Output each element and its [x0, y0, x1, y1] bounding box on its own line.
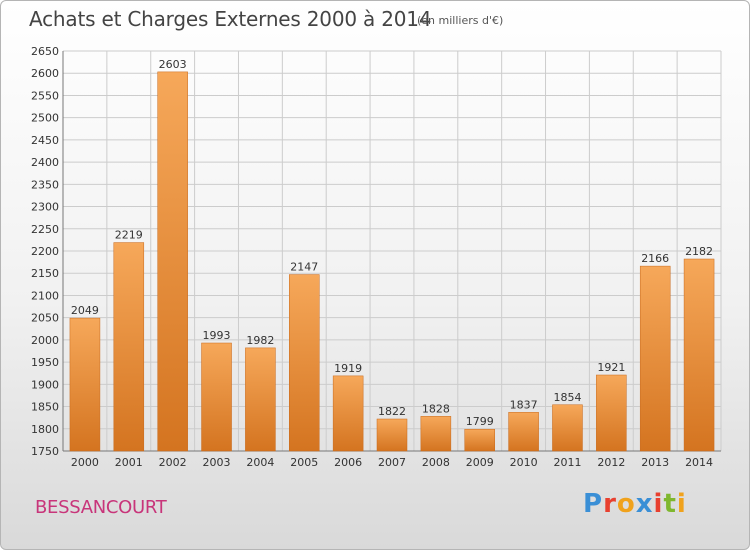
y-tick-label: 2300 [31, 201, 59, 214]
y-tick-label: 2150 [31, 267, 59, 280]
x-tick-label: 2005 [290, 456, 318, 469]
x-tick-label: 2013 [641, 456, 669, 469]
data-label: 2147 [290, 261, 318, 274]
y-tick-label: 2500 [31, 112, 59, 125]
proxiti-logo[interactable]: Proxiti [583, 489, 687, 519]
y-tick-label: 2250 [31, 223, 59, 236]
bar-2013 [639, 265, 671, 452]
bars [69, 71, 715, 452]
bar-2001 [113, 242, 145, 452]
x-tick-label: 2008 [422, 456, 450, 469]
bar-2007 [376, 418, 408, 452]
y-tick-label: 2050 [31, 312, 59, 325]
y-tick-label: 1950 [31, 356, 59, 369]
x-tick-label: 2006 [334, 456, 362, 469]
y-tick-label: 2000 [31, 334, 59, 347]
chart-subtitle: (en milliers d'€) [417, 14, 504, 27]
data-label: 1828 [422, 402, 450, 415]
logo-letter: r [603, 489, 617, 519]
bar-2008 [420, 416, 452, 452]
data-label: 2049 [71, 304, 99, 317]
logo-letter: x [635, 489, 654, 519]
data-label: 2219 [115, 229, 143, 242]
bar-2000 [69, 317, 101, 452]
data-label: 1854 [553, 391, 581, 404]
data-label: 1822 [378, 405, 406, 418]
y-tick-labels: 1750 1800 1850 1900 1950 2000 2050 2100 2150 2200… [31, 45, 59, 458]
bar-2004 [245, 347, 276, 452]
y-tick-label: 2100 [31, 289, 59, 302]
data-label: 1993 [203, 329, 231, 342]
chart-title: Achats et Charges Externes 2000 à 2014 [29, 7, 432, 31]
data-label: 1982 [246, 334, 274, 347]
data-label: 2182 [685, 245, 713, 258]
y-tick-label: 1750 [31, 445, 59, 458]
x-tick-label: 2007 [378, 456, 406, 469]
y-tick-label: 2650 [31, 45, 59, 58]
x-tick-label: 2012 [597, 456, 625, 469]
bar-2010 [508, 412, 539, 452]
x-tick-label: 2014 [685, 456, 713, 469]
logo-letter: o [616, 489, 636, 519]
logo-letter: i [653, 489, 664, 519]
y-tick-label: 1900 [31, 378, 59, 391]
y-tick-label: 2400 [31, 156, 59, 169]
x-tick-label: 2001 [115, 456, 143, 469]
bar-2005 [289, 274, 320, 452]
y-tick-label: 2350 [31, 178, 59, 191]
data-label: 2166 [641, 252, 669, 265]
x-tick-label: 2000 [71, 456, 99, 469]
y-tick-label: 2550 [31, 89, 59, 102]
data-label: 1799 [466, 415, 494, 428]
data-label: 1921 [597, 361, 625, 374]
x-tick-label: 2004 [246, 456, 274, 469]
x-tick-labels: 2000 2001 2002 2003 2004 2005 2006 2007 2008 2009… [71, 456, 713, 469]
x-tick-label: 2009 [466, 456, 494, 469]
data-label: 1837 [510, 398, 538, 411]
logo-letter: i [676, 489, 687, 519]
y-tick-label: 1800 [31, 423, 59, 436]
bar-2003 [201, 342, 232, 452]
y-tick-label: 1850 [31, 401, 59, 414]
y-tick-label: 2200 [31, 245, 59, 258]
x-tick-label: 2003 [203, 456, 231, 469]
logo-letter: P [583, 489, 604, 519]
x-tick-label: 2002 [159, 456, 187, 469]
bar-2011 [552, 404, 583, 452]
logo-letter: t [663, 489, 677, 519]
bar-2002 [157, 71, 188, 452]
town-name: BESSANCOURT [35, 497, 167, 518]
data-label: 2603 [159, 58, 187, 71]
bar-2006 [332, 375, 364, 452]
bar-2009 [464, 428, 495, 452]
bar-2014 [683, 258, 715, 452]
y-tick-label: 2600 [31, 67, 59, 80]
x-tick-label: 2011 [553, 456, 581, 469]
data-label: 1919 [334, 362, 362, 375]
bar-2012 [596, 374, 627, 452]
x-tick-label: 2010 [510, 456, 538, 469]
y-tick-label: 2450 [31, 134, 59, 147]
data-labels: 2049 2219 2603 1993 1982 2147 1919 1822 1828 1799… [71, 58, 713, 428]
